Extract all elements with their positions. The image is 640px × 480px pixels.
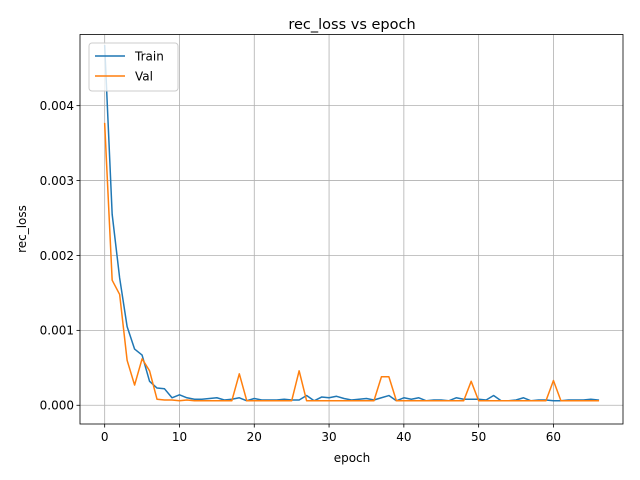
x-tick-label: 20 <box>247 430 262 444</box>
y-tick-label: 0.001 <box>40 324 74 338</box>
x-axis-label: epoch <box>334 451 371 465</box>
legend-label-train: Train <box>134 50 164 64</box>
grid <box>80 34 623 424</box>
legend-box <box>88 42 179 92</box>
x-tick-label: 50 <box>471 430 486 444</box>
legend: Train Val <box>88 42 179 92</box>
y-tick-label: 0.003 <box>40 174 74 188</box>
y-tick-label: 0.004 <box>40 99 74 113</box>
series-line-train <box>103 44 600 402</box>
x-tick-label: 60 <box>546 430 561 444</box>
series-line-val <box>103 122 600 402</box>
x-tick-label: 10 <box>172 430 187 444</box>
x-tick-label: 30 <box>321 430 336 444</box>
x-tick-label: 0 <box>101 430 109 444</box>
axis-ticks: 0 10 20 30 40 50 60 0.000 0.001 0.002 0.003 0.004 <box>40 99 561 444</box>
y-axis-label: rec_loss <box>15 205 29 253</box>
y-tick-label: 0.000 <box>40 399 74 413</box>
series-lines <box>103 44 600 402</box>
x-tick-label: 40 <box>396 430 411 444</box>
y-tick-label: 0.002 <box>40 249 74 263</box>
chart-title: rec_loss vs epoch <box>288 17 415 33</box>
plot-frame <box>79 34 624 425</box>
legend-label-val: Val <box>135 70 153 84</box>
